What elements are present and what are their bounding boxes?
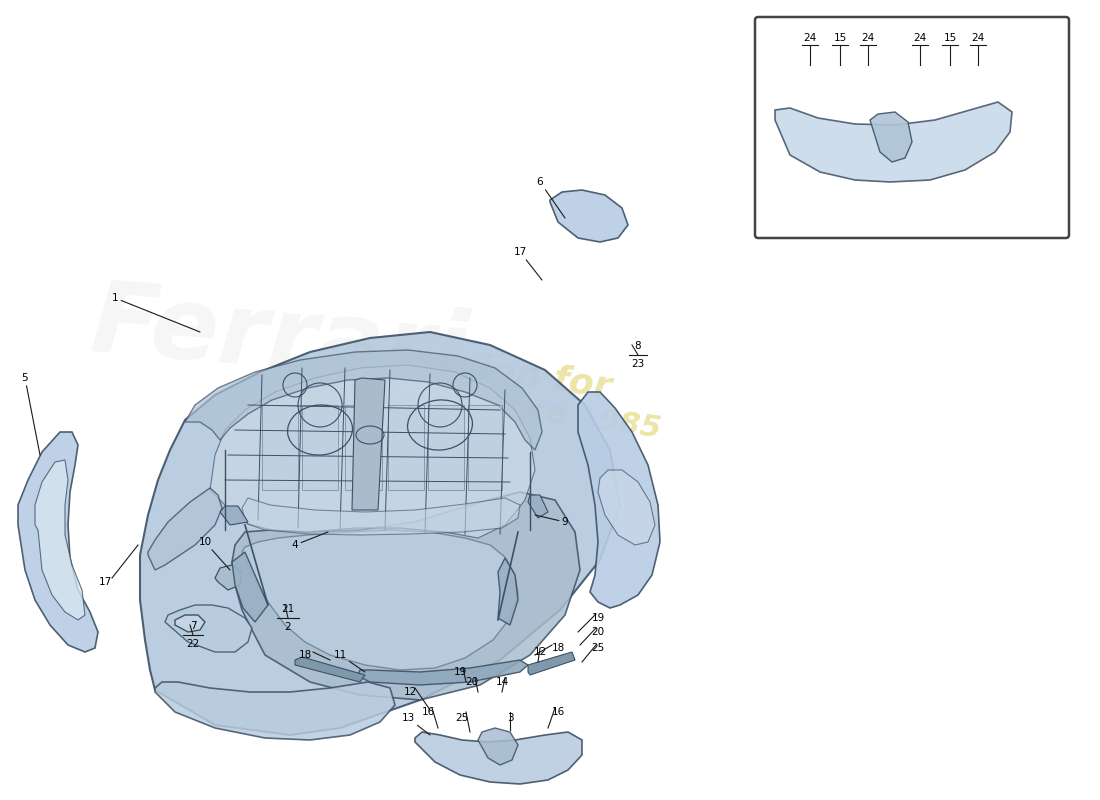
Text: 14: 14 bbox=[495, 677, 508, 687]
Text: 12: 12 bbox=[404, 687, 417, 697]
Text: 8: 8 bbox=[635, 341, 641, 351]
Polygon shape bbox=[415, 732, 582, 784]
Polygon shape bbox=[242, 498, 520, 535]
Polygon shape bbox=[870, 112, 912, 162]
Text: 24: 24 bbox=[861, 33, 875, 43]
Text: 20: 20 bbox=[592, 627, 605, 637]
Polygon shape bbox=[358, 660, 528, 685]
Text: 15: 15 bbox=[834, 33, 847, 43]
Text: 18: 18 bbox=[298, 650, 311, 660]
Text: 17: 17 bbox=[98, 577, 111, 587]
Polygon shape bbox=[352, 378, 385, 510]
Text: 19: 19 bbox=[453, 667, 466, 677]
Polygon shape bbox=[776, 102, 1012, 182]
Polygon shape bbox=[214, 565, 242, 590]
Text: 16: 16 bbox=[551, 707, 564, 717]
Polygon shape bbox=[388, 405, 424, 490]
Polygon shape bbox=[498, 558, 518, 625]
Polygon shape bbox=[18, 432, 98, 652]
Text: 5: 5 bbox=[22, 373, 40, 455]
Text: 6: 6 bbox=[537, 177, 565, 218]
Text: 20: 20 bbox=[465, 677, 478, 687]
Polygon shape bbox=[428, 405, 464, 490]
FancyBboxPatch shape bbox=[755, 17, 1069, 238]
Polygon shape bbox=[140, 332, 620, 735]
Text: 15: 15 bbox=[944, 33, 957, 43]
Polygon shape bbox=[345, 405, 382, 490]
Text: 11: 11 bbox=[333, 650, 365, 672]
Polygon shape bbox=[148, 488, 222, 570]
Polygon shape bbox=[155, 682, 395, 740]
Polygon shape bbox=[185, 350, 542, 450]
Polygon shape bbox=[295, 657, 365, 682]
Polygon shape bbox=[165, 605, 252, 652]
Polygon shape bbox=[468, 405, 502, 490]
Text: 1: 1 bbox=[112, 293, 200, 332]
Text: 23: 23 bbox=[631, 359, 645, 369]
Text: 9: 9 bbox=[535, 515, 569, 527]
Polygon shape bbox=[232, 552, 268, 622]
Text: 17: 17 bbox=[514, 247, 542, 280]
Polygon shape bbox=[242, 530, 518, 670]
Polygon shape bbox=[478, 728, 518, 765]
Text: 25: 25 bbox=[455, 713, 469, 723]
Text: 13: 13 bbox=[402, 713, 430, 735]
Text: 2: 2 bbox=[285, 622, 292, 632]
Polygon shape bbox=[528, 652, 575, 675]
Text: 7: 7 bbox=[189, 621, 196, 631]
Polygon shape bbox=[262, 405, 298, 490]
Text: Ferrari: Ferrari bbox=[87, 275, 473, 405]
Text: 18: 18 bbox=[551, 643, 564, 653]
Text: 24: 24 bbox=[971, 33, 984, 43]
Text: 12: 12 bbox=[534, 647, 547, 657]
Polygon shape bbox=[598, 470, 654, 545]
Text: 19: 19 bbox=[592, 613, 605, 623]
Text: 24: 24 bbox=[913, 33, 926, 43]
Text: 21: 21 bbox=[282, 604, 295, 614]
Text: 3: 3 bbox=[507, 713, 514, 723]
Text: 22: 22 bbox=[186, 639, 199, 649]
Text: 24: 24 bbox=[803, 33, 816, 43]
Polygon shape bbox=[232, 492, 580, 700]
Polygon shape bbox=[220, 506, 248, 525]
Polygon shape bbox=[302, 405, 338, 490]
Polygon shape bbox=[175, 615, 205, 632]
Polygon shape bbox=[210, 365, 535, 538]
Text: 16: 16 bbox=[421, 707, 434, 717]
Polygon shape bbox=[578, 392, 660, 608]
Text: parts since 1985: parts since 1985 bbox=[376, 376, 663, 444]
Text: 4: 4 bbox=[292, 532, 328, 550]
Polygon shape bbox=[35, 460, 85, 620]
Text: 10: 10 bbox=[198, 537, 230, 570]
Polygon shape bbox=[528, 495, 548, 518]
Text: a passion for: a passion for bbox=[346, 334, 614, 406]
Polygon shape bbox=[550, 190, 628, 242]
Text: 25: 25 bbox=[592, 643, 605, 653]
